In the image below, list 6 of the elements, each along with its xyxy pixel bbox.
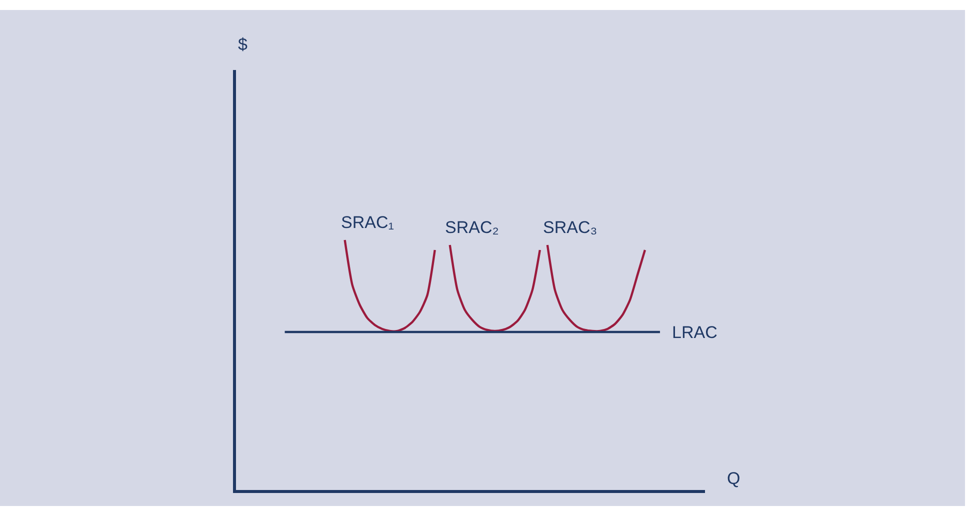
series-label: SRAC₂ [445, 218, 499, 237]
series-label: LRAC [672, 323, 718, 342]
series-label: SRAC₃ [543, 218, 598, 237]
text: $ [238, 35, 248, 54]
series-label: SRAC₁ [341, 213, 394, 232]
x-axis-title: Q [727, 469, 740, 488]
